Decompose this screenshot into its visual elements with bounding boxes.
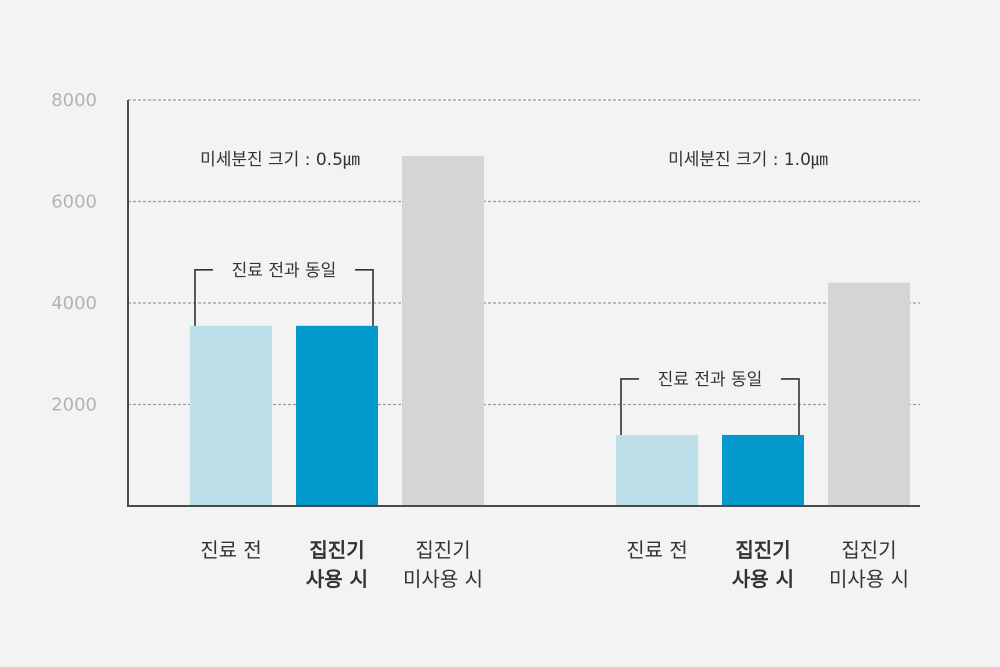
category-label: 미사용 시	[829, 567, 909, 591]
bracket-right	[781, 378, 800, 435]
category-label: 진료 전	[200, 538, 262, 562]
category-label: 진료 전	[626, 538, 688, 562]
bar-with_collector	[296, 325, 378, 506]
bar-without_collector	[402, 155, 484, 506]
category-label: 미사용 시	[403, 567, 483, 591]
bar-before	[616, 434, 698, 506]
bar-with_collector	[722, 434, 804, 506]
bracket-right	[355, 269, 374, 326]
bracket-label: 진료 전과 동일	[658, 370, 763, 390]
y-tick-label: 8000	[51, 90, 97, 111]
bracket-label: 진료 전과 동일	[232, 261, 337, 281]
category-label: 집진기	[309, 538, 364, 562]
category-label: 집진기	[735, 538, 790, 562]
group-title: 미세분진 크기 : 0.5㎛	[200, 150, 360, 170]
category-label: 집진기	[841, 538, 896, 562]
bracket-left	[620, 378, 639, 435]
bracket-left	[194, 269, 213, 326]
category-label: 집진기	[415, 538, 470, 562]
bar-before	[190, 325, 272, 506]
category-label: 사용 시	[306, 567, 368, 591]
y-tick-label: 2000	[51, 395, 97, 416]
y-tick-label: 6000	[51, 192, 97, 213]
category-label: 사용 시	[732, 567, 794, 591]
bar-without_collector	[828, 282, 910, 506]
group-title: 미세분진 크기 : 1.0㎛	[668, 150, 828, 170]
y-tick-label: 4000	[51, 293, 97, 314]
